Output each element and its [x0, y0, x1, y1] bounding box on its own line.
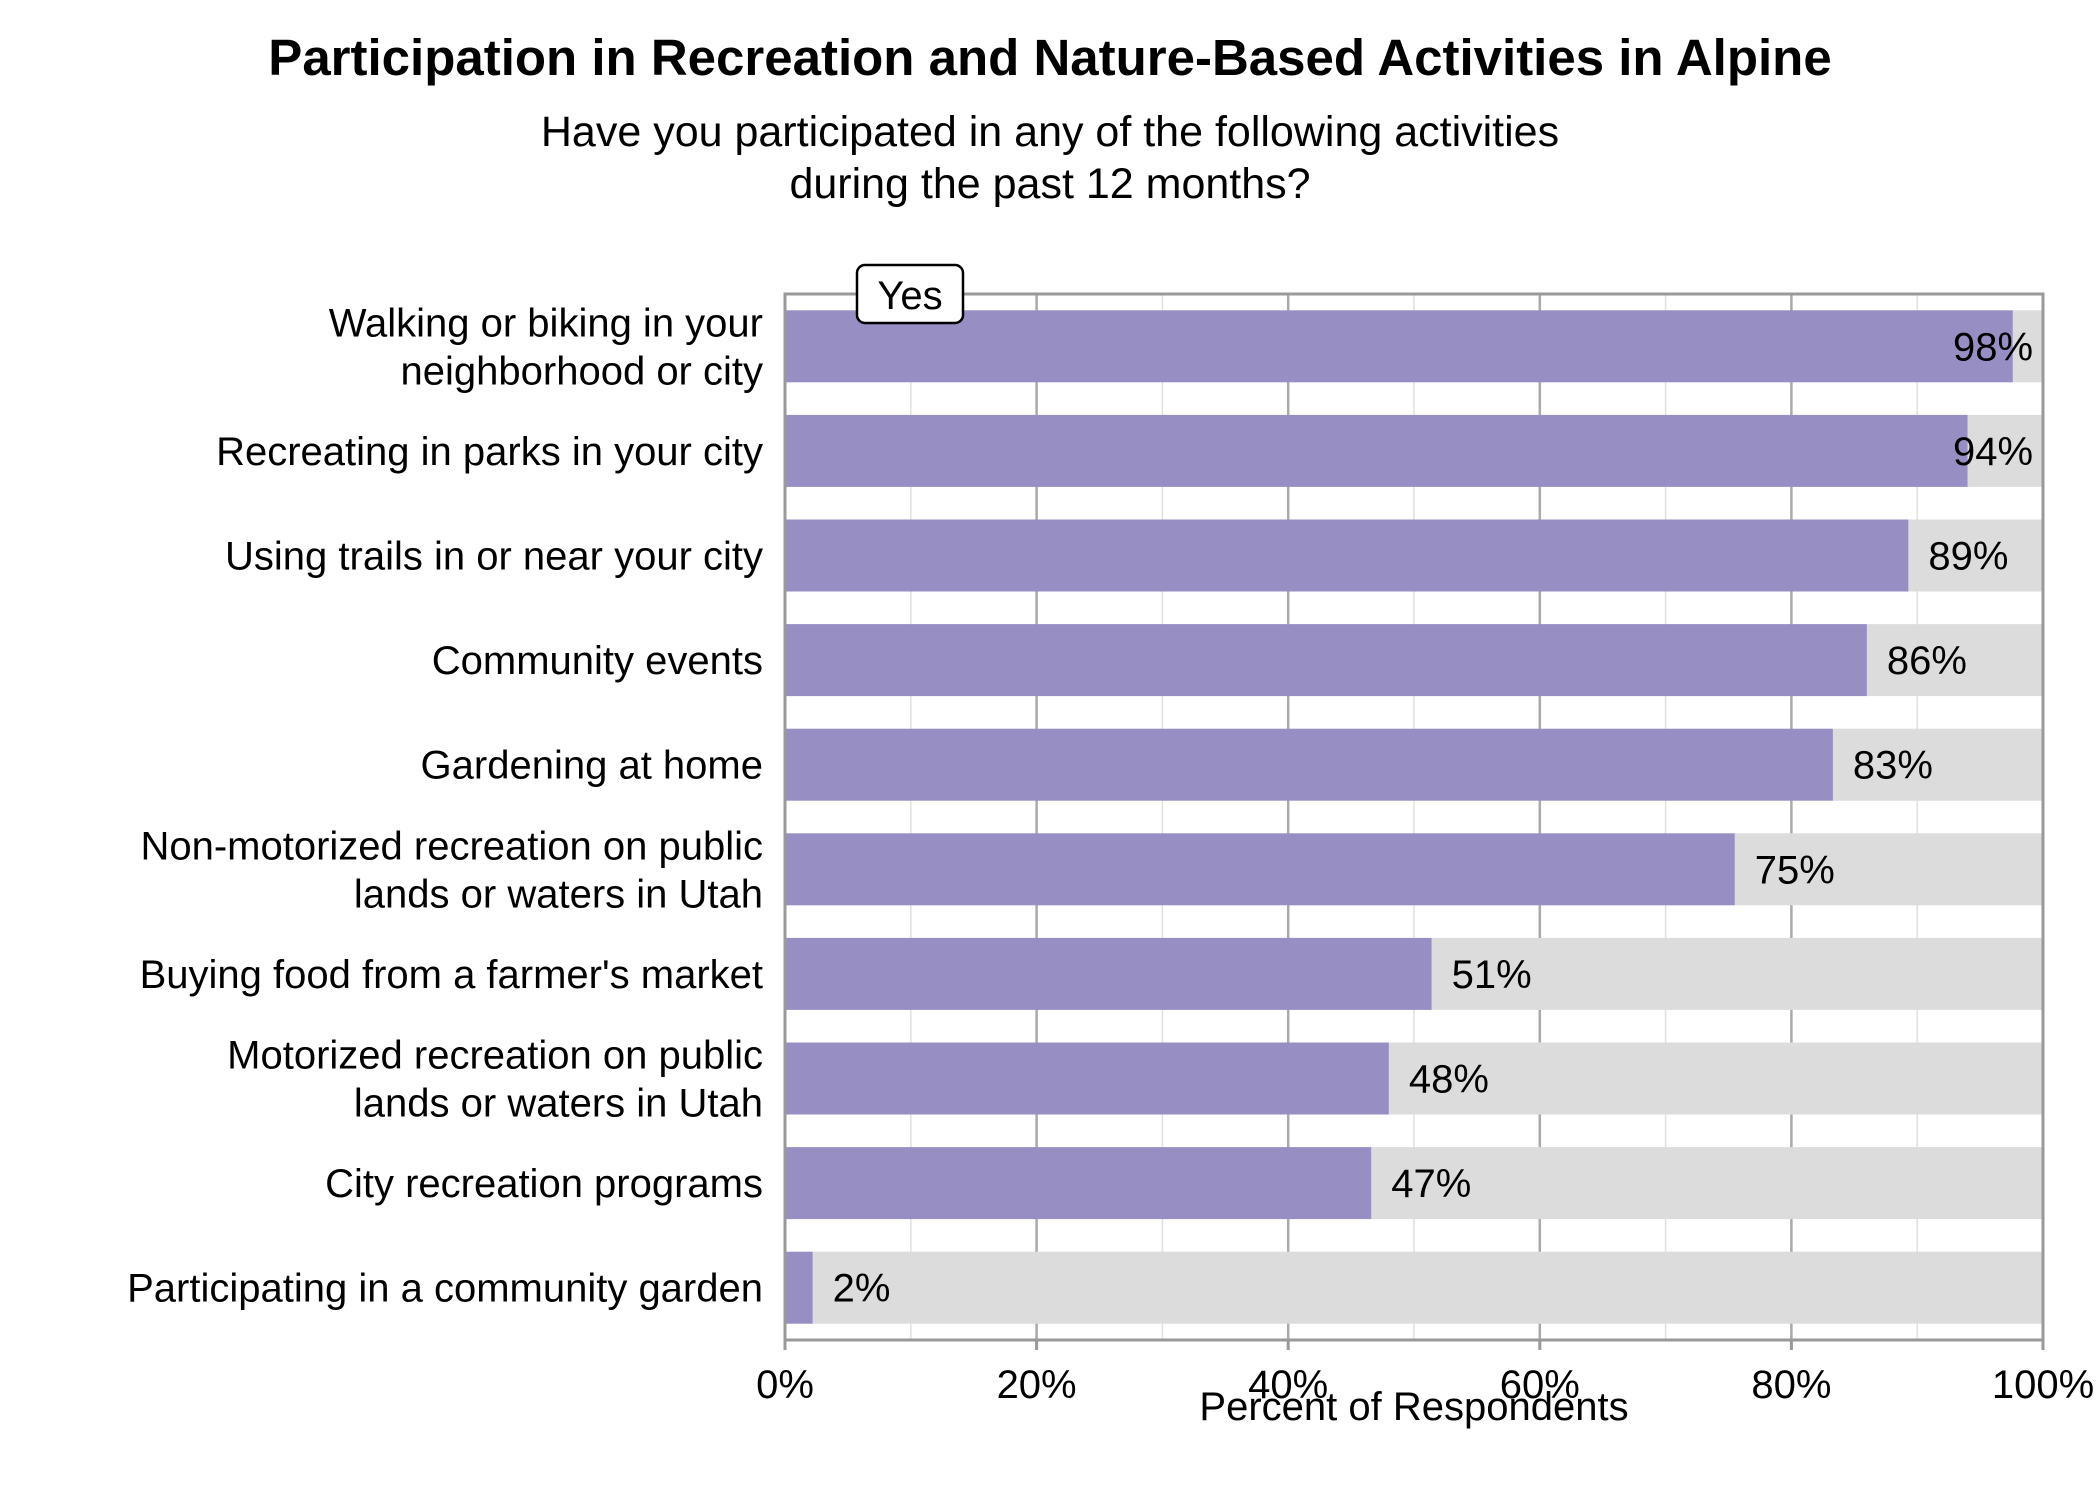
category-label: neighborhood or city [401, 349, 763, 393]
category-label: Non-motorized recreation on public [140, 824, 763, 868]
category-label: Participating in a community garden [127, 1267, 763, 1311]
bar-yes [785, 519, 1909, 592]
category-label: Recreating in parks in your city [216, 430, 763, 474]
x-tick-label: 20% [997, 1363, 1077, 1407]
bar-yes [785, 1147, 1372, 1220]
bar-yes [785, 310, 2013, 383]
category-label: Community events [432, 639, 763, 683]
bar-value-label: 48% [1409, 1058, 1489, 1102]
legend-box [855, 263, 965, 325]
x-tick-label: 0% [756, 1363, 814, 1407]
x-tick-label: 80% [1751, 1363, 1831, 1407]
bar-value-label: 51% [1452, 953, 1532, 997]
bar-yes [785, 1251, 813, 1324]
bar-remainder [1832, 728, 2043, 801]
category-label: City recreation programs [325, 1162, 763, 1206]
category-label: lands or waters in Utah [354, 1082, 763, 1126]
category-label: Buying food from a farmer's market [140, 953, 763, 997]
category-label: Using trails in or near your city [225, 535, 763, 579]
bar-remainder [1734, 833, 2043, 906]
x-axis-label: Percent of Respondents [1199, 1385, 1628, 1429]
legend-entry-yes: Yes [877, 274, 942, 318]
bar-value-label: 75% [1755, 848, 1835, 892]
category-label: Motorized recreation on public [227, 1034, 763, 1078]
bar-value-label: 98% [1953, 325, 2033, 369]
bar-value-label: 94% [1953, 430, 2033, 474]
bar-remainder [1388, 1042, 2043, 1115]
x-tick-label: 60% [1500, 1363, 1580, 1407]
category-label: Walking or biking in your [329, 301, 763, 345]
bar-yes [785, 624, 1867, 697]
bar-remainder [1431, 937, 2043, 1010]
bar-remainder [1908, 519, 2043, 592]
bar-value-label: 89% [1928, 535, 2008, 579]
bar-yes [785, 414, 1968, 487]
x-tick-label: 100% [1992, 1363, 2094, 1407]
subtitle-line-1: Have you participated in any of the foll… [540, 108, 1560, 156]
x-tick-label: 40% [1248, 1363, 1328, 1407]
bar-remainder [812, 1251, 2043, 1324]
bar-remainder [2012, 310, 2043, 383]
bar-value-label: 2% [833, 1267, 891, 1311]
bar-yes [785, 937, 1432, 1010]
legend: Yes [855, 263, 965, 325]
subtitle-line-2: during the past 12 months? [789, 160, 1311, 208]
chart-title: Participation in Recreation and Nature-B… [268, 29, 1832, 86]
plot-frame [783, 292, 2045, 1342]
bar-yes [785, 833, 1735, 906]
bar-yes [785, 1042, 1389, 1115]
bar-value-label: 83% [1853, 744, 1933, 788]
bar-remainder [1967, 414, 2043, 487]
category-label: Gardening at home [421, 744, 763, 788]
bar-remainder [1866, 624, 2043, 697]
category-label: lands or waters in Utah [354, 872, 763, 916]
bar-yes [785, 728, 1833, 801]
bar-remainder [1371, 1147, 2043, 1220]
chart-subtitle: Have you participated in any of the foll… [0, 106, 2100, 210]
bar-value-label: 86% [1887, 639, 1967, 683]
bar-value-label: 47% [1391, 1162, 1471, 1206]
